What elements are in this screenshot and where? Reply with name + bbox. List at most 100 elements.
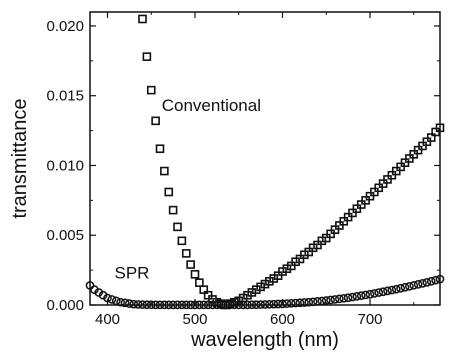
data-point-circle: [339, 293, 349, 303]
data-point-circle: [361, 290, 370, 300]
data-point-circle: [142, 300, 152, 310]
data-point-circle: [295, 298, 305, 308]
data-point-circle: [160, 300, 169, 310]
data-point-circle: [195, 300, 204, 310]
data-point-square: [155, 144, 165, 154]
data-point-circle: [129, 299, 139, 309]
data-point-circle: [317, 296, 327, 306]
data-point-circle: [374, 288, 384, 297]
data-point-circle: [133, 300, 143, 309]
data-point-circle: [138, 300, 147, 309]
data-point-circle: [335, 294, 344, 304]
annotation-label: SPR: [115, 263, 150, 282]
data-point-circle: [330, 295, 340, 304]
data-point-square: [186, 260, 195, 269]
data-point-circle: [221, 300, 230, 310]
data-point-circle: [383, 286, 392, 296]
data-point-circle: [409, 280, 419, 290]
data-point-square: [181, 249, 191, 258]
data-point-circle: [146, 300, 156, 310]
plot-frame-group: [89, 11, 441, 306]
data-point-circle: [282, 299, 292, 308]
data-point-circle: [405, 281, 414, 291]
ticks-group: 400 500 600 700 0.000 0.005 0.010 0.015 0.020: [46, 12, 440, 328]
data-point-circle: [181, 300, 191, 310]
data-point-circle: [247, 300, 257, 310]
data-point-circle: [313, 297, 322, 306]
data-point-circle: [216, 300, 226, 310]
data-point-circle: [431, 275, 440, 285]
data-point-circle: [400, 282, 410, 292]
data-point-square: [146, 85, 156, 95]
x-axis-label: wavelength (nm): [190, 329, 339, 351]
data-point-circle: [107, 295, 117, 304]
data-point-square: [230, 297, 239, 307]
data-point-circle: [435, 274, 445, 284]
series-square: [138, 14, 445, 310]
data-point-circle: [426, 276, 436, 286]
data-point-square: [168, 205, 178, 215]
data-point-square: [212, 297, 222, 307]
data-point-square: [151, 116, 160, 126]
data-point-circle: [208, 300, 217, 310]
data-point-circle: [269, 299, 279, 309]
data-point-circle: [348, 292, 357, 302]
x-tick-label: 400: [95, 311, 120, 328]
data-point-circle: [321, 296, 331, 305]
y-axis-label: transmittance: [9, 98, 31, 218]
data-point-square: [199, 285, 209, 294]
data-point-square: [164, 187, 174, 197]
data-point-circle: [151, 300, 160, 310]
data-point-circle: [164, 300, 174, 310]
data-point-square: [160, 166, 169, 176]
data-point-circle: [396, 283, 405, 293]
data-point-circle: [199, 300, 209, 310]
data-point-circle: [370, 289, 379, 298]
data-point-square: [435, 123, 445, 133]
x-tick-label: 700: [357, 311, 382, 328]
data-point-circle: [391, 284, 401, 294]
data-point-circle: [111, 296, 121, 306]
y-tick-label: 0.020: [46, 18, 84, 35]
y-tick-label: 0.010: [46, 157, 84, 174]
data-point-circle: [234, 300, 244, 310]
data-point-circle: [243, 300, 252, 310]
data-point-circle: [186, 300, 195, 310]
data-point-circle: [125, 299, 134, 308]
data-point-circle: [304, 297, 314, 307]
data-point-circle: [260, 300, 270, 309]
y-tick-label: 0.015: [46, 88, 84, 105]
data-point-circle: [422, 278, 432, 287]
data-point-circle: [203, 300, 213, 310]
data-point-circle: [278, 299, 287, 309]
y-tick-label: 0.005: [46, 227, 84, 244]
data-point-circle: [387, 285, 397, 295]
data-point-circle: [168, 300, 178, 310]
data-point-circle: [413, 280, 423, 289]
data-point-circle: [238, 300, 248, 310]
data-point-circle: [365, 289, 375, 299]
data-point-circle: [291, 298, 300, 308]
data-point-circle: [352, 291, 362, 301]
data-point-square: [142, 52, 152, 61]
x-tick-label: 600: [270, 311, 295, 328]
annotation-label: Conventional: [162, 96, 261, 115]
data-point-square: [190, 270, 200, 279]
data-point-circle: [230, 300, 239, 310]
data-point-circle: [190, 300, 200, 310]
plot-frame: [89, 11, 441, 306]
data-point-circle: [356, 291, 366, 301]
data-point-circle: [177, 300, 187, 310]
data-point-circle: [286, 298, 296, 308]
data-point-circle: [265, 299, 274, 309]
data-point-circle: [378, 287, 388, 297]
data-point-circle: [103, 293, 112, 303]
data-point-circle: [116, 297, 125, 307]
data-point-square: [195, 278, 204, 287]
data-point-circle: [173, 300, 182, 310]
data-point-circle: [273, 299, 283, 309]
data-point-circle: [308, 297, 318, 307]
data-point-square: [177, 236, 187, 246]
data-point-square: [173, 222, 182, 232]
